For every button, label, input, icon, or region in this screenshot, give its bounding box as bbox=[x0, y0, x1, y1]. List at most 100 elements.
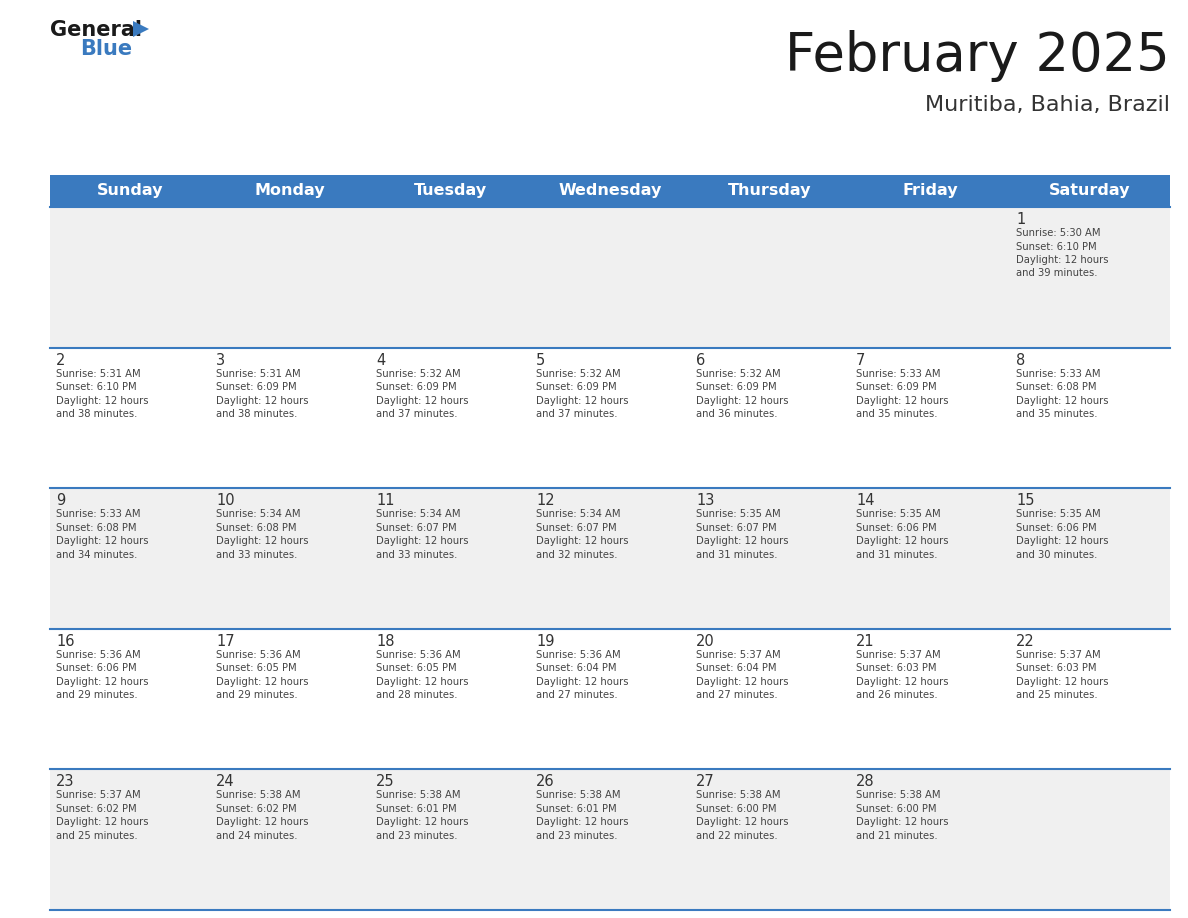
Text: 15: 15 bbox=[1016, 493, 1035, 509]
Text: Sunset: 6:08 PM: Sunset: 6:08 PM bbox=[216, 522, 297, 532]
Text: and 22 minutes.: and 22 minutes. bbox=[696, 831, 778, 841]
Text: Daylight: 12 hours: Daylight: 12 hours bbox=[216, 677, 309, 687]
Text: Daylight: 12 hours: Daylight: 12 hours bbox=[56, 817, 148, 827]
Text: Sunset: 6:03 PM: Sunset: 6:03 PM bbox=[1016, 664, 1097, 673]
Text: Sunset: 6:06 PM: Sunset: 6:06 PM bbox=[1016, 522, 1097, 532]
Text: Sunrise: 5:35 AM: Sunrise: 5:35 AM bbox=[1016, 509, 1100, 520]
Text: Sunrise: 5:38 AM: Sunrise: 5:38 AM bbox=[857, 790, 941, 800]
Text: Wednesday: Wednesday bbox=[558, 184, 662, 198]
Text: and 30 minutes.: and 30 minutes. bbox=[1016, 550, 1098, 560]
Text: Sunset: 6:09 PM: Sunset: 6:09 PM bbox=[857, 382, 936, 392]
Text: 8: 8 bbox=[1016, 353, 1025, 367]
Text: Daylight: 12 hours: Daylight: 12 hours bbox=[696, 536, 789, 546]
Text: Daylight: 12 hours: Daylight: 12 hours bbox=[56, 536, 148, 546]
Text: Daylight: 12 hours: Daylight: 12 hours bbox=[696, 817, 789, 827]
Text: and 36 minutes.: and 36 minutes. bbox=[696, 409, 777, 420]
Text: Sunrise: 5:38 AM: Sunrise: 5:38 AM bbox=[216, 790, 301, 800]
Text: Daylight: 12 hours: Daylight: 12 hours bbox=[216, 536, 309, 546]
Text: Muritiba, Bahia, Brazil: Muritiba, Bahia, Brazil bbox=[925, 95, 1170, 115]
Text: Daylight: 12 hours: Daylight: 12 hours bbox=[56, 396, 148, 406]
Text: Sunrise: 5:35 AM: Sunrise: 5:35 AM bbox=[696, 509, 781, 520]
Text: 18: 18 bbox=[375, 633, 394, 649]
Text: Daylight: 12 hours: Daylight: 12 hours bbox=[375, 536, 468, 546]
Text: Sunset: 6:09 PM: Sunset: 6:09 PM bbox=[536, 382, 617, 392]
Text: Sunrise: 5:33 AM: Sunrise: 5:33 AM bbox=[56, 509, 140, 520]
Text: and 33 minutes.: and 33 minutes. bbox=[375, 550, 457, 560]
Text: 13: 13 bbox=[696, 493, 714, 509]
Text: 6: 6 bbox=[696, 353, 706, 367]
Text: Daylight: 12 hours: Daylight: 12 hours bbox=[56, 677, 148, 687]
Polygon shape bbox=[133, 21, 148, 37]
Text: Sunset: 6:05 PM: Sunset: 6:05 PM bbox=[216, 664, 297, 673]
Text: Daylight: 12 hours: Daylight: 12 hours bbox=[1016, 396, 1108, 406]
Text: Sunset: 6:07 PM: Sunset: 6:07 PM bbox=[696, 522, 777, 532]
Text: and 23 minutes.: and 23 minutes. bbox=[375, 831, 457, 841]
Text: Daylight: 12 hours: Daylight: 12 hours bbox=[857, 536, 948, 546]
Text: Daylight: 12 hours: Daylight: 12 hours bbox=[857, 396, 948, 406]
Text: Sunrise: 5:31 AM: Sunrise: 5:31 AM bbox=[216, 369, 301, 378]
Text: Thursday: Thursday bbox=[728, 184, 811, 198]
Text: 3: 3 bbox=[216, 353, 225, 367]
Text: Sunset: 6:02 PM: Sunset: 6:02 PM bbox=[216, 804, 297, 814]
Text: Sunset: 6:04 PM: Sunset: 6:04 PM bbox=[696, 664, 777, 673]
Text: and 35 minutes.: and 35 minutes. bbox=[857, 409, 937, 420]
Text: and 24 minutes.: and 24 minutes. bbox=[216, 831, 297, 841]
Text: and 29 minutes.: and 29 minutes. bbox=[216, 690, 298, 700]
Text: and 35 minutes.: and 35 minutes. bbox=[1016, 409, 1098, 420]
Text: and 38 minutes.: and 38 minutes. bbox=[56, 409, 138, 420]
Text: 11: 11 bbox=[375, 493, 394, 509]
Text: Sunset: 6:07 PM: Sunset: 6:07 PM bbox=[375, 522, 456, 532]
Text: Sunset: 6:09 PM: Sunset: 6:09 PM bbox=[696, 382, 777, 392]
Text: Sunrise: 5:36 AM: Sunrise: 5:36 AM bbox=[375, 650, 461, 660]
Text: 24: 24 bbox=[216, 775, 234, 789]
Text: Sunset: 6:10 PM: Sunset: 6:10 PM bbox=[1016, 241, 1097, 252]
Bar bbox=[50, 348, 1170, 488]
Text: Sunrise: 5:31 AM: Sunrise: 5:31 AM bbox=[56, 369, 140, 378]
Text: and 31 minutes.: and 31 minutes. bbox=[696, 550, 777, 560]
Text: Sunset: 6:09 PM: Sunset: 6:09 PM bbox=[216, 382, 297, 392]
Text: February 2025: February 2025 bbox=[785, 30, 1170, 82]
Text: Sunrise: 5:30 AM: Sunrise: 5:30 AM bbox=[1016, 228, 1100, 238]
Text: Sunset: 6:08 PM: Sunset: 6:08 PM bbox=[56, 522, 137, 532]
Text: and 29 minutes.: and 29 minutes. bbox=[56, 690, 138, 700]
Text: and 39 minutes.: and 39 minutes. bbox=[1016, 268, 1098, 278]
Text: Daylight: 12 hours: Daylight: 12 hours bbox=[216, 817, 309, 827]
Text: Sunset: 6:00 PM: Sunset: 6:00 PM bbox=[696, 804, 777, 814]
Text: and 37 minutes.: and 37 minutes. bbox=[536, 409, 618, 420]
Text: 7: 7 bbox=[857, 353, 865, 367]
Text: 1: 1 bbox=[1016, 212, 1025, 227]
Text: 22: 22 bbox=[1016, 633, 1035, 649]
Text: and 27 minutes.: and 27 minutes. bbox=[696, 690, 778, 700]
Text: Sunrise: 5:35 AM: Sunrise: 5:35 AM bbox=[857, 509, 941, 520]
Text: and 31 minutes.: and 31 minutes. bbox=[857, 550, 937, 560]
Text: Daylight: 12 hours: Daylight: 12 hours bbox=[696, 677, 789, 687]
Text: Daylight: 12 hours: Daylight: 12 hours bbox=[216, 396, 309, 406]
Text: 23: 23 bbox=[56, 775, 75, 789]
Text: General: General bbox=[50, 20, 143, 40]
Text: Sunrise: 5:33 AM: Sunrise: 5:33 AM bbox=[1016, 369, 1100, 378]
Text: and 34 minutes.: and 34 minutes. bbox=[56, 550, 138, 560]
Text: 21: 21 bbox=[857, 633, 874, 649]
Text: Sunset: 6:05 PM: Sunset: 6:05 PM bbox=[375, 664, 456, 673]
Text: and 26 minutes.: and 26 minutes. bbox=[857, 690, 937, 700]
Text: Daylight: 12 hours: Daylight: 12 hours bbox=[375, 817, 468, 827]
Text: Sunset: 6:03 PM: Sunset: 6:03 PM bbox=[857, 664, 936, 673]
Text: Sunrise: 5:37 AM: Sunrise: 5:37 AM bbox=[696, 650, 781, 660]
Text: Sunset: 6:06 PM: Sunset: 6:06 PM bbox=[56, 664, 137, 673]
Text: Sunset: 6:01 PM: Sunset: 6:01 PM bbox=[375, 804, 456, 814]
Text: Sunset: 6:10 PM: Sunset: 6:10 PM bbox=[56, 382, 137, 392]
Text: Daylight: 12 hours: Daylight: 12 hours bbox=[375, 677, 468, 687]
Text: Sunrise: 5:37 AM: Sunrise: 5:37 AM bbox=[1016, 650, 1100, 660]
Text: Sunrise: 5:34 AM: Sunrise: 5:34 AM bbox=[216, 509, 301, 520]
Text: 17: 17 bbox=[216, 633, 234, 649]
Text: 20: 20 bbox=[696, 633, 715, 649]
Text: Sunset: 6:01 PM: Sunset: 6:01 PM bbox=[536, 804, 617, 814]
Text: Sunrise: 5:37 AM: Sunrise: 5:37 AM bbox=[857, 650, 941, 660]
Text: Sunrise: 5:38 AM: Sunrise: 5:38 AM bbox=[696, 790, 781, 800]
Text: Sunrise: 5:38 AM: Sunrise: 5:38 AM bbox=[536, 790, 620, 800]
Text: Blue: Blue bbox=[80, 39, 132, 59]
Text: Daylight: 12 hours: Daylight: 12 hours bbox=[857, 677, 948, 687]
Text: Daylight: 12 hours: Daylight: 12 hours bbox=[696, 396, 789, 406]
Text: 27: 27 bbox=[696, 775, 715, 789]
Text: Daylight: 12 hours: Daylight: 12 hours bbox=[536, 677, 628, 687]
